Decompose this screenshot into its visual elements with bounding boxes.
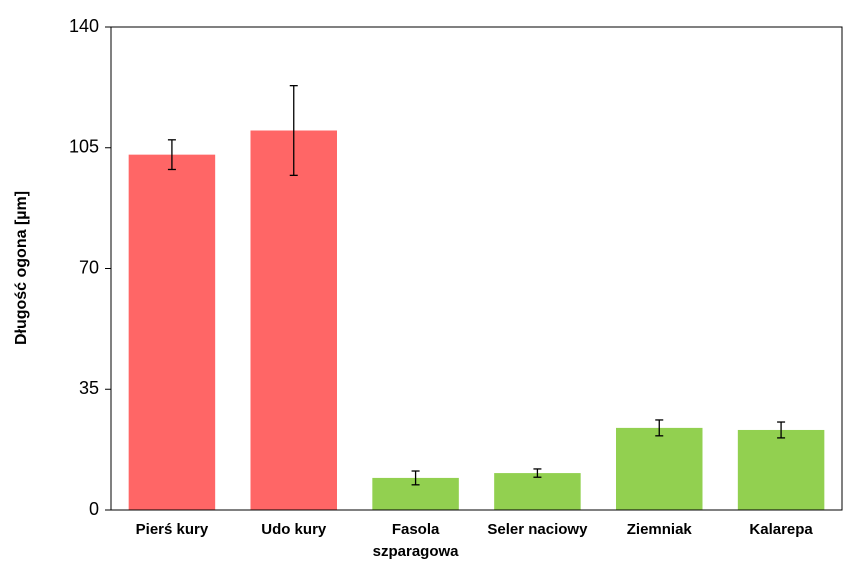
y-tick-label: 140 xyxy=(69,16,99,36)
x-tick-label: Udo kury xyxy=(261,521,327,538)
x-tick-label: Fasola szparagowa xyxy=(373,521,460,560)
x-tick-label: Kalarepa xyxy=(749,521,813,538)
x-tick-label: Seler naciowy xyxy=(487,521,588,538)
x-tick-label: Ziemniak xyxy=(627,521,693,538)
y-tick-label: 35 xyxy=(79,378,99,398)
bar xyxy=(737,429,825,510)
bar xyxy=(615,427,703,510)
bar xyxy=(250,130,338,510)
y-tick-label: 105 xyxy=(69,137,99,157)
bar xyxy=(494,473,581,510)
y-tick-label: 0 xyxy=(89,499,99,519)
y-tick-label: 70 xyxy=(79,257,99,277)
y-axis-label: Długość ogona [µm] xyxy=(13,191,30,345)
x-tick-label: Pierś kury xyxy=(136,521,209,538)
bar xyxy=(128,154,216,510)
plot-frame xyxy=(110,26,843,511)
